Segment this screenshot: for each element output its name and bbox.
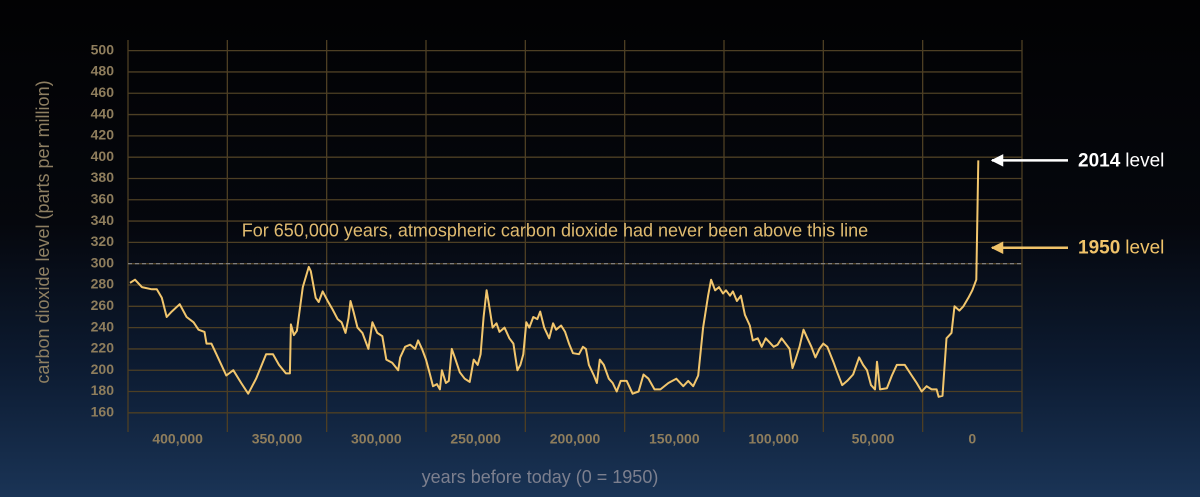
x-tick-label: 250,000 [450,431,501,447]
y-tick-label: 280 [91,276,115,292]
y-tick-label: 380 [91,169,115,185]
co2-line [129,160,980,398]
x-tick-label: 200,000 [550,431,601,447]
x-tick-label: 0 [968,431,976,447]
x-axis-label: years before today (0 = 1950) [422,467,659,487]
y-tick-label: 500 [91,41,115,57]
x-tick-label: 400,000 [152,431,203,447]
y-tick-label: 440 [91,105,115,121]
annotation: 2014 level [1078,150,1164,171]
y-axis-label: carbon dioxide level (parts per million) [33,80,53,383]
y-tick-label: 300 [91,254,115,270]
y-tick-label: 480 [91,63,115,79]
y-tick-label: 200 [91,361,115,377]
y-tick-label: 460 [91,84,115,100]
y-tick-label: 360 [91,190,115,206]
annotation-text: level [1125,238,1164,259]
y-tick-label: 220 [91,340,115,356]
reference-label: For 650,000 years, atmospheric carbon di… [242,220,868,240]
annotation: 1950 level [1078,238,1164,259]
grid [127,40,1023,432]
annotation-year: 1950 [1078,238,1120,259]
y-tick-label: 340 [91,212,115,228]
annotation-year: 2014 [1078,150,1121,171]
x-tick-label: 50,000 [852,431,895,447]
x-tick-label: 350,000 [252,431,303,447]
plot [128,160,1022,398]
x-tick-label: 100,000 [748,431,799,447]
y-tick-label: 420 [91,127,115,143]
y-tick-label: 180 [91,382,115,398]
annotation-text: level [1125,150,1164,171]
y-tick-label: 160 [91,404,115,420]
y-tick-label: 240 [91,318,115,334]
y-tick-label: 400 [91,148,115,164]
y-tick-label: 320 [91,233,115,249]
x-tick-label: 150,000 [649,431,700,447]
x-tick-label: 300,000 [351,431,402,447]
y-tick-label: 260 [91,297,115,313]
